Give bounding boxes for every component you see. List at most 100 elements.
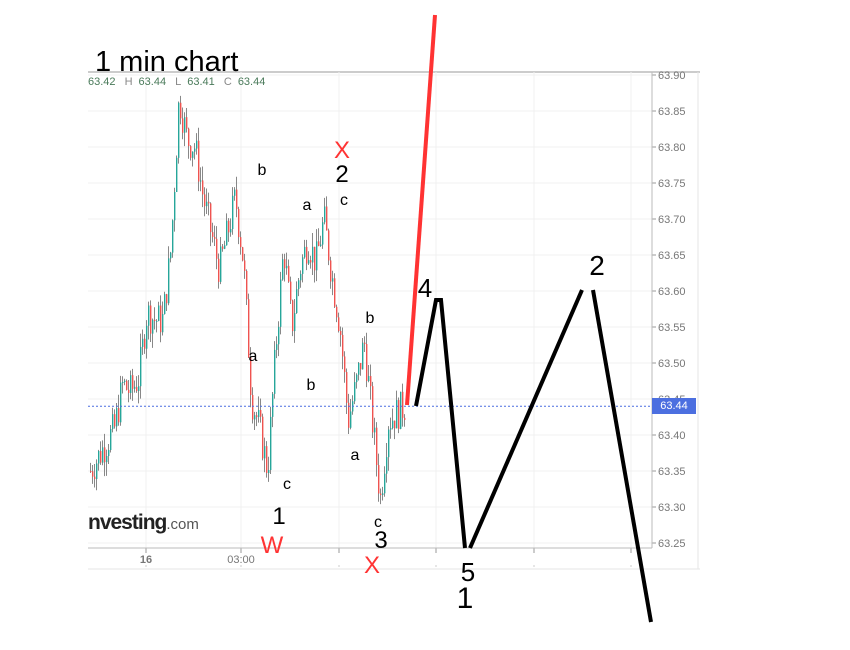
candle-body [104,447,106,463]
candle-body [204,194,206,207]
wave-label-3: 3 [374,527,388,554]
candle-body [264,446,266,459]
candle-body [130,375,132,393]
candle-body [174,192,176,221]
candle-body [178,102,180,158]
candle-body [262,416,264,459]
candle-body [296,289,298,314]
candle-body [182,118,184,133]
candle-body [246,270,248,300]
candle-body [202,180,204,195]
candle-body [308,260,310,264]
candle-body [320,244,322,246]
candle-body [236,189,238,210]
candle-body [196,140,198,149]
wave-label-w: W [260,532,284,559]
candle-body [342,334,344,357]
wave-label-a: a [350,447,360,464]
candle-body [370,376,372,387]
y-tick-label: 63.50 [658,358,686,370]
wave-label-c: c [374,514,382,531]
candle-body [200,180,202,182]
candle-body [386,457,388,474]
candle-body [238,209,240,238]
candle-body [138,386,140,392]
y-tick-label: 63.25 [658,538,686,550]
high-label: H [124,76,133,88]
candle-body [220,246,222,282]
candle-body [364,342,366,345]
candle-body [382,493,384,496]
wave-path-4-5 [414,298,467,549]
candle-body [222,246,224,249]
y-tick-label: 63.80 [658,142,686,154]
candle-body [228,220,230,233]
candle-body [278,326,280,345]
candle-body [206,201,208,207]
candle-body [394,420,396,429]
candle-body [198,140,200,182]
candle-body [186,117,188,129]
candle-body [164,294,166,315]
red-projection-line [405,14,437,406]
candle-body [294,313,296,332]
candle-body [244,260,246,271]
close-value: 63.44 [237,76,266,88]
candle-body [94,476,96,480]
candle-body [288,265,290,282]
candle-body [120,382,122,423]
candle-body [116,408,118,427]
candle-body [126,380,128,390]
candle-body [210,203,212,233]
candle-body [354,382,356,402]
wave-label-2-right: 2 [589,250,605,281]
candle-body [368,376,370,381]
low-value: 63.41 [187,76,215,88]
close-label: C [223,76,232,88]
candle-body [208,201,210,204]
candle-body [268,470,270,474]
candle-body [374,427,376,433]
wave-label-b: b [306,377,316,394]
wave-label-1-bottom: 1 [456,582,474,615]
candle-body [284,259,286,269]
candle-body [110,429,112,450]
candle-body [390,428,392,430]
y-tick-label: 63.90 [658,70,686,82]
candle-body [270,416,272,471]
candle-body [276,344,278,350]
candle-body [400,391,402,429]
x-tick-label: 16 [140,554,152,566]
candle-body [358,362,360,375]
x-tick-label: 03:00 [227,554,255,566]
candle-body [286,265,288,269]
candle-body [142,338,144,347]
candle-body [304,246,306,258]
plot-area [88,72,652,548]
candle-body [346,372,348,403]
candle-body [154,319,156,322]
candle-body [100,451,102,463]
ohlc-readout: 63.42 H 63.44 L 63.41 C 63.44 [88,76,271,88]
candle-body [98,451,100,464]
candle-body [90,471,92,472]
candle-body [172,220,174,253]
candle-body [224,245,226,249]
candle-body [280,279,282,327]
candle-body [218,258,220,282]
candle-body [314,246,316,271]
candle-body [292,300,294,332]
candle-body [338,317,340,331]
candle-body [232,195,234,230]
candle-body [148,305,150,326]
wave-label-a: a [302,197,312,214]
candle-body [216,238,218,259]
candle-body [350,411,352,428]
y-tick-label: 63.65 [658,250,686,262]
candle-body [340,330,342,335]
candle-body [336,306,338,318]
candle-body [144,338,146,349]
candle-body [272,393,274,417]
candle-body [146,325,148,349]
candle-body [230,229,232,233]
